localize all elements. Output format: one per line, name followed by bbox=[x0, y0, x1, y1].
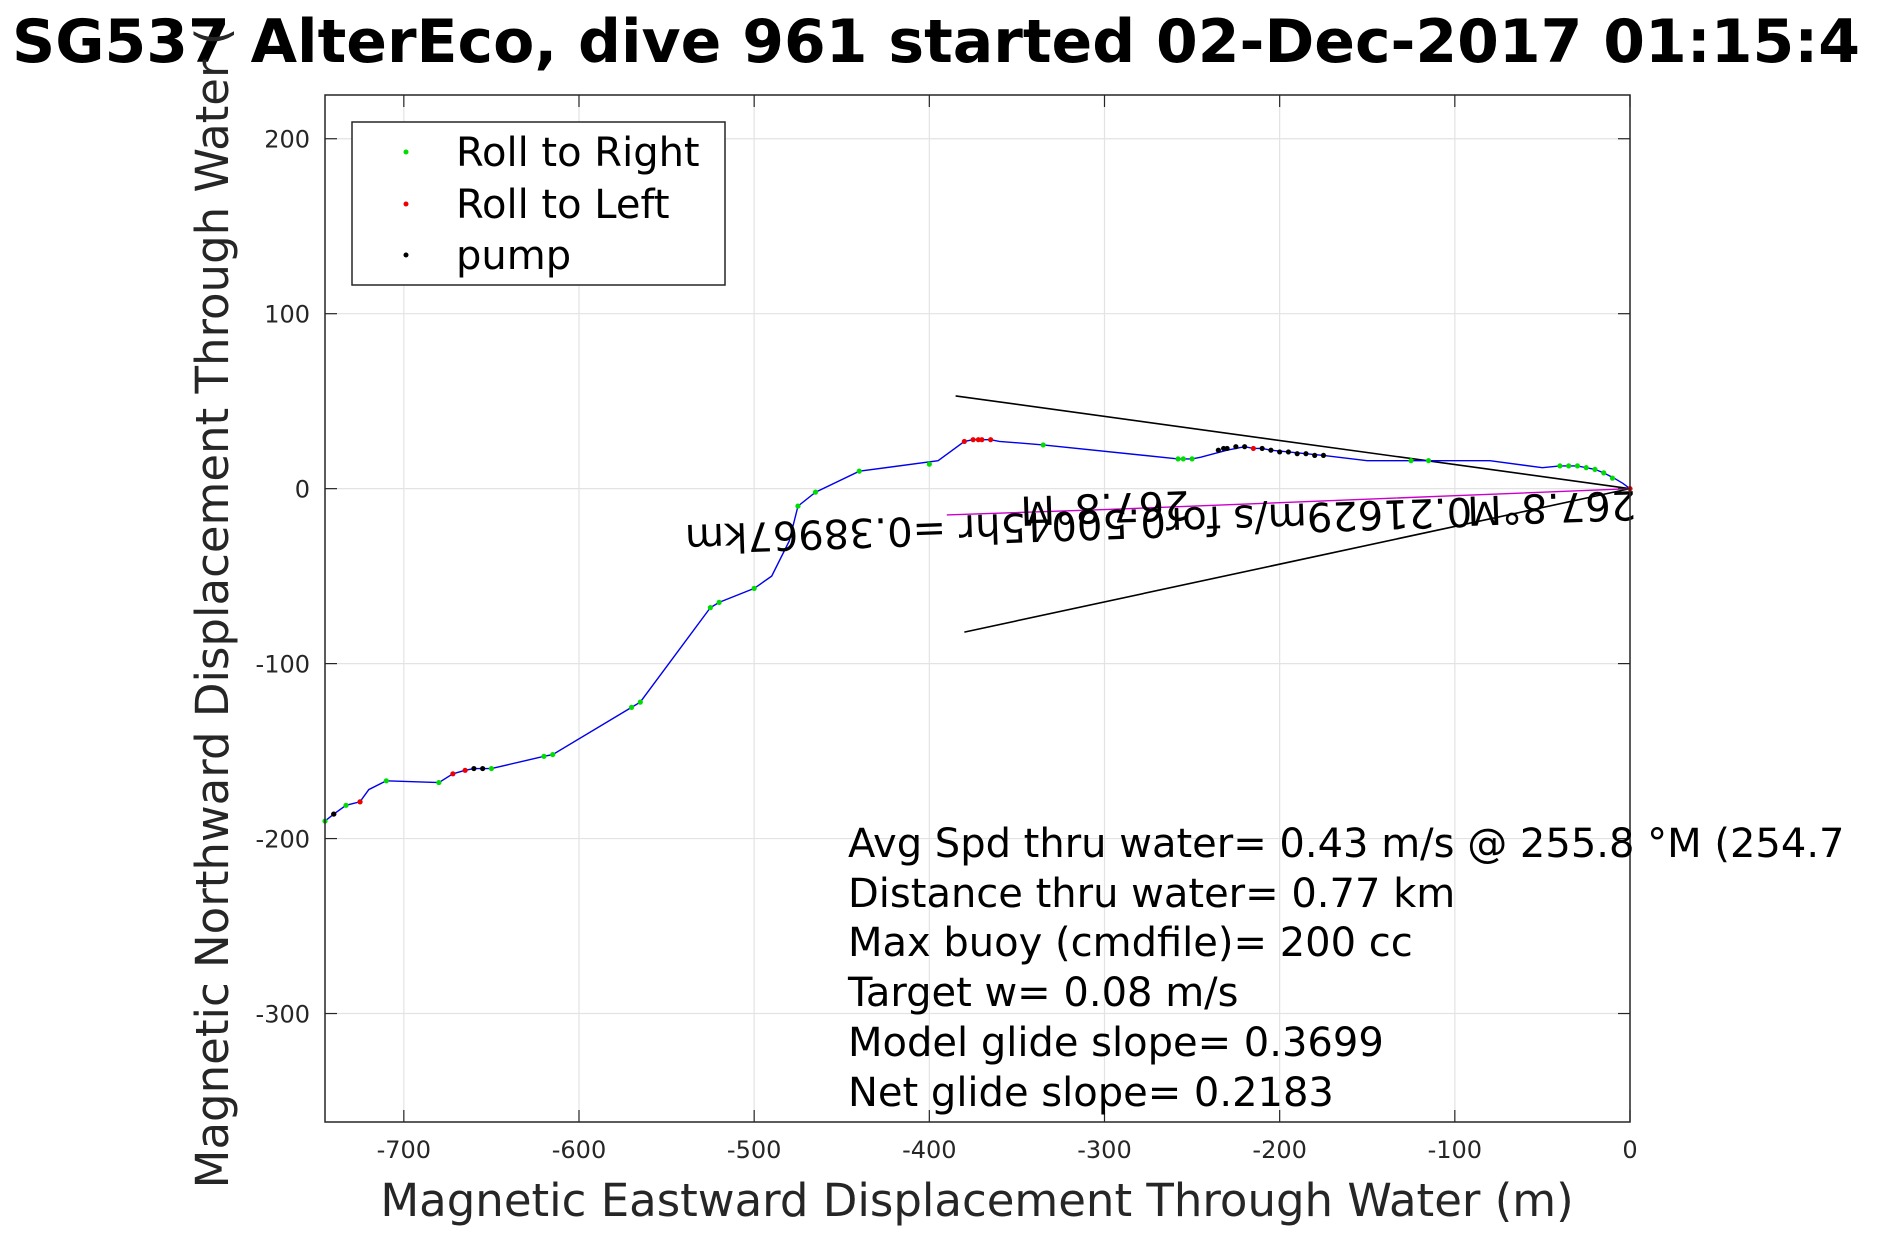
y-axis-label: Magnetic Northward Displacement Through … bbox=[186, 28, 239, 1189]
x-tick-label: -200 bbox=[1252, 1136, 1306, 1164]
marker-roll-left bbox=[970, 437, 976, 443]
marker-pump bbox=[480, 765, 486, 772]
marker-roll-right bbox=[1425, 458, 1432, 464]
y-tick-label: -300 bbox=[256, 1001, 310, 1029]
ticks bbox=[325, 95, 1631, 1122]
marker-roll-right bbox=[1175, 456, 1181, 462]
marker-pump bbox=[331, 811, 337, 817]
heading-label: 267.8°M bbox=[1020, 481, 1191, 533]
reference-line bbox=[964, 487, 1631, 633]
marker-roll-right bbox=[1583, 465, 1589, 471]
x-tick-labels: -700 -600 -500 -400 -300 -200 -100 0 bbox=[377, 1136, 1638, 1164]
y-tick-label: -100 bbox=[256, 651, 310, 679]
marker-roll-right bbox=[628, 704, 635, 710]
marker-pump bbox=[1312, 452, 1318, 459]
marker-roll-right bbox=[1601, 470, 1607, 476]
marker-pump bbox=[1233, 444, 1239, 450]
marker-roll-right bbox=[383, 778, 389, 784]
x-tick-label: -500 bbox=[727, 1136, 781, 1164]
marker-roll-right bbox=[1557, 463, 1563, 469]
marker-pump bbox=[1221, 445, 1227, 452]
marker-pump bbox=[1277, 449, 1283, 455]
annotation-avg-speed: Avg Spd thru water= 0.43 m/s @ 255.8 °M … bbox=[848, 821, 1844, 867]
series-line-track bbox=[324, 439, 1631, 822]
marker-roll-right bbox=[856, 468, 862, 474]
marker-pump bbox=[1285, 449, 1292, 455]
legend: Roll to Right Roll to Left pump bbox=[351, 121, 726, 286]
y-tick-label: 100 bbox=[264, 301, 310, 329]
x-tick-label: -100 bbox=[1428, 1136, 1482, 1164]
x-tick-label: 0 bbox=[1622, 1136, 1637, 1164]
marker-roll-right bbox=[1408, 458, 1414, 464]
marker-roll-left bbox=[988, 437, 994, 443]
marker-roll-left bbox=[357, 799, 363, 805]
marker-pump bbox=[1215, 447, 1221, 453]
marker-roll-right bbox=[707, 605, 713, 611]
marker-roll-left bbox=[450, 771, 456, 777]
marker-pump bbox=[1294, 451, 1300, 457]
series-line-heading bbox=[946, 488, 1631, 516]
marker-roll-right bbox=[550, 751, 556, 758]
series-group bbox=[324, 439, 1631, 822]
markers-group bbox=[322, 437, 1633, 824]
marker-roll-right bbox=[637, 699, 643, 705]
x-tick-label: -600 bbox=[552, 1136, 606, 1164]
marker-pump bbox=[1242, 444, 1248, 450]
heading-label: 267.8°M bbox=[1466, 481, 1637, 533]
marker-roll-right bbox=[716, 599, 722, 605]
annotation-distance: Distance thru water= 0.77 km bbox=[848, 871, 1455, 917]
marker-roll-right bbox=[751, 585, 757, 591]
marker-roll-right bbox=[343, 802, 349, 808]
marker-roll-right bbox=[1180, 456, 1186, 462]
marker-roll-right bbox=[795, 503, 801, 509]
marker-roll-right bbox=[436, 779, 442, 786]
reference-line bbox=[955, 395, 1631, 490]
annotation-target-w: Target w= 0.08 m/s bbox=[847, 970, 1238, 1016]
annotation-block: Avg Spd thru water= 0.43 m/s @ 255.8 °M … bbox=[847, 821, 1844, 1116]
marker-roll-left bbox=[975, 437, 981, 443]
marker-pump bbox=[1320, 452, 1327, 459]
legend-label-roll-right: Roll to Right bbox=[456, 130, 700, 176]
marker-pump bbox=[1303, 451, 1309, 457]
annotation-net-glide: Net glide slope= 0.2183 bbox=[848, 1070, 1334, 1116]
annotation-max-buoy: Max buoy (cmdfile)= 200 cc bbox=[848, 920, 1413, 966]
legend-marker-roll-left bbox=[403, 201, 409, 207]
legend-marker-roll-right bbox=[403, 149, 409, 155]
marker-roll-right bbox=[488, 765, 495, 772]
marker-roll-right bbox=[1566, 463, 1572, 469]
marker-roll-right bbox=[1609, 475, 1616, 481]
x-axis-label: Magnetic Eastward Displacement Through W… bbox=[380, 1174, 1573, 1227]
marker-pump bbox=[471, 765, 477, 772]
x-tick-label: -300 bbox=[1077, 1136, 1131, 1164]
marker-roll-right bbox=[1040, 442, 1046, 448]
marker-roll-right bbox=[1592, 466, 1598, 473]
annotation-model-glide: Model glide slope= 0.3699 bbox=[848, 1020, 1384, 1066]
marker-roll-right bbox=[812, 489, 819, 495]
legend-marker-pump bbox=[403, 252, 409, 258]
x-tick-label: -700 bbox=[377, 1136, 431, 1164]
marker-roll-left bbox=[1250, 445, 1256, 452]
marker-pump bbox=[1268, 447, 1274, 453]
y-tick-labels: -300 -200 -100 0 100 200 bbox=[256, 126, 310, 1029]
legend-label-pump: pump bbox=[456, 233, 571, 279]
y-tick-label: 200 bbox=[264, 126, 310, 154]
marker-pump bbox=[1259, 445, 1265, 452]
x-tick-label: -400 bbox=[902, 1136, 956, 1164]
legend-box bbox=[351, 121, 726, 286]
reference-lines bbox=[955, 395, 1631, 633]
marker-roll-left bbox=[462, 767, 468, 773]
marker-roll-right bbox=[1574, 463, 1581, 469]
legend-label-roll-left: Roll to Left bbox=[456, 182, 670, 228]
marker-roll-right bbox=[541, 753, 547, 759]
marker-roll-left bbox=[961, 438, 967, 445]
y-tick-label: 0 bbox=[295, 476, 310, 504]
y-tick-label: -200 bbox=[256, 826, 310, 854]
marker-roll-right bbox=[1189, 456, 1195, 462]
chart-title: SG537 AlterEco, dive 961 started 02-Dec-… bbox=[12, 7, 1860, 77]
marker-roll-right bbox=[926, 461, 932, 467]
plot-frame bbox=[324, 94, 1631, 1123]
